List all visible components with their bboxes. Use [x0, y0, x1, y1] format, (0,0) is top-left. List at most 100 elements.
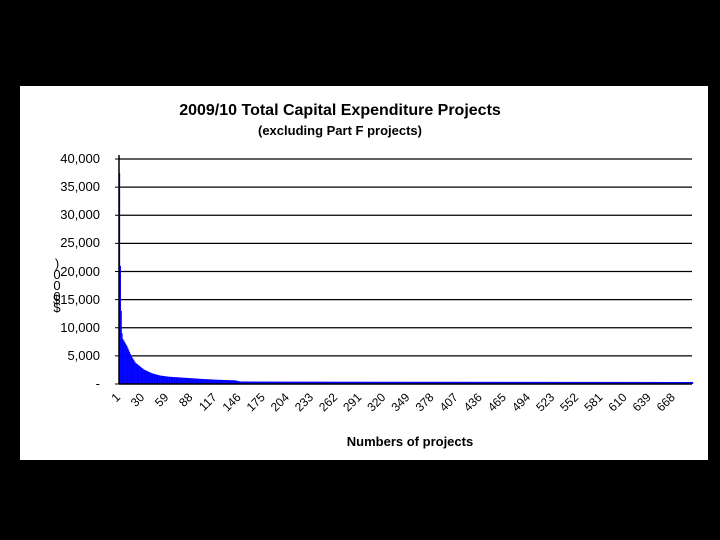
bar: [129, 353, 131, 384]
bar: [392, 381, 394, 384]
bar: [661, 381, 663, 384]
bar: [457, 381, 459, 384]
bar: [428, 381, 430, 384]
bar: [425, 381, 428, 384]
bar: [271, 381, 273, 384]
bar: [532, 381, 534, 384]
bar: [178, 377, 181, 384]
bar: [631, 381, 633, 384]
bar: [341, 381, 344, 384]
bar: [641, 381, 643, 384]
bar: [684, 381, 686, 384]
bar: [611, 381, 613, 384]
bar: [186, 377, 188, 384]
bar: [558, 381, 560, 384]
bar: [221, 379, 223, 384]
bar: [202, 378, 204, 384]
bar: [292, 381, 294, 384]
bar: [296, 381, 298, 384]
bar: [148, 371, 150, 384]
y-axis-label-fragment: ) 0 0 0 $: [53, 256, 61, 315]
bar: [431, 381, 433, 384]
bar: [638, 381, 640, 384]
bar: [153, 373, 155, 384]
bar: [673, 381, 675, 384]
bar: [569, 381, 571, 384]
bar: [121, 333, 123, 384]
bar: [316, 381, 318, 384]
bar: [544, 381, 546, 384]
bar: [549, 381, 551, 384]
bar: [366, 381, 368, 384]
bar: [354, 381, 356, 384]
bar: [159, 375, 161, 384]
bar: [134, 361, 136, 384]
bar: [282, 381, 284, 384]
bar: [490, 381, 492, 384]
bar: [180, 377, 182, 384]
bar: [402, 381, 404, 384]
bar: [268, 381, 270, 384]
bar: [465, 381, 467, 384]
bar: [328, 381, 330, 384]
bar: [244, 381, 246, 384]
bar: [381, 381, 383, 384]
bar: [397, 381, 399, 384]
bar: [327, 381, 329, 384]
bar: [683, 381, 685, 384]
bar: [291, 381, 293, 384]
bar: [302, 381, 304, 384]
bar: [389, 381, 391, 384]
bar: [507, 381, 509, 384]
bar: [444, 381, 446, 384]
bar: [164, 376, 166, 384]
bar: [479, 381, 481, 384]
bar: [204, 379, 206, 384]
bar: [240, 381, 242, 384]
bar: [193, 378, 195, 384]
bar: [163, 376, 166, 384]
bar: [603, 381, 605, 384]
bar: [282, 381, 284, 384]
bar: [199, 378, 201, 384]
bar: [376, 381, 378, 384]
bar: [603, 381, 605, 384]
bar: [274, 381, 276, 384]
x-tick-label: 668: [654, 390, 678, 414]
bar: [245, 381, 247, 384]
bar: [460, 381, 462, 384]
bar: [429, 381, 431, 384]
bar: [254, 381, 256, 384]
bar: [648, 381, 650, 384]
bar: [599, 381, 601, 384]
bar: [375, 381, 377, 384]
bar: [498, 381, 500, 384]
bar: [418, 381, 420, 384]
bar: [166, 376, 168, 384]
bar: [678, 381, 680, 384]
bar: [213, 379, 215, 384]
bar: [525, 381, 527, 384]
bar: [562, 381, 564, 384]
bar: [587, 381, 589, 384]
bar: [489, 381, 491, 384]
x-tick-label: 320: [364, 390, 388, 414]
bar: [247, 381, 249, 384]
bar: [170, 376, 172, 384]
bar: [455, 381, 457, 384]
bar: [156, 374, 158, 384]
bar: [487, 381, 489, 384]
bar: [671, 381, 673, 384]
bar: [504, 381, 507, 384]
y-tick-label: 10,000: [60, 319, 100, 335]
bar: [623, 381, 625, 384]
bar: [287, 381, 289, 384]
bar: [570, 381, 572, 384]
bar: [346, 381, 348, 384]
bar: [623, 381, 625, 384]
bar: [386, 381, 388, 384]
bar: [505, 381, 507, 384]
x-tick-label: 59: [152, 390, 172, 410]
bar: [140, 367, 142, 384]
bar: [466, 381, 468, 384]
